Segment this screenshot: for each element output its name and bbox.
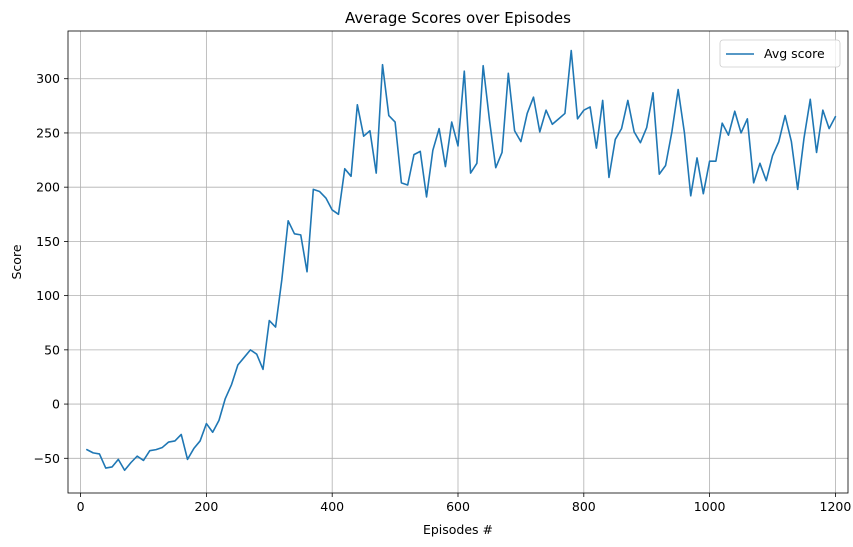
legend-label-avg-score: Avg score	[764, 46, 825, 61]
x-tick-label: 400	[320, 499, 344, 514]
y-tick-label: 200	[36, 180, 60, 195]
y-tick-label: 50	[44, 342, 60, 357]
legend: Avg score	[719, 39, 841, 68]
y-axis-label: Score	[9, 244, 24, 279]
x-tick-label: 1200	[820, 499, 852, 514]
grid	[68, 31, 848, 493]
x-axis-label: Episodes #	[423, 522, 493, 537]
legend-box	[719, 39, 841, 68]
y-tick-label: 0	[52, 397, 60, 412]
y-tick-label: 100	[36, 288, 60, 303]
chart-title: Average Scores over Episodes	[345, 9, 571, 27]
x-tick-label: 200	[194, 499, 218, 514]
y-tick-label: 250	[36, 125, 60, 140]
series-line-avg-score	[86, 49, 837, 472]
y-tick-label: 300	[36, 71, 60, 86]
x-tick-label: 0	[77, 499, 85, 514]
ticks: 0 200 400 600 800 1000 1200 −50 0 50 100 150 200 250 3…	[34, 71, 852, 514]
x-tick-label: 1000	[694, 499, 726, 514]
y-tick-label: −50	[34, 451, 60, 466]
x-tick-label: 600	[446, 499, 470, 514]
y-tick-label: 150	[36, 234, 60, 249]
series-layer	[86, 49, 837, 472]
x-tick-label: 800	[572, 499, 596, 514]
